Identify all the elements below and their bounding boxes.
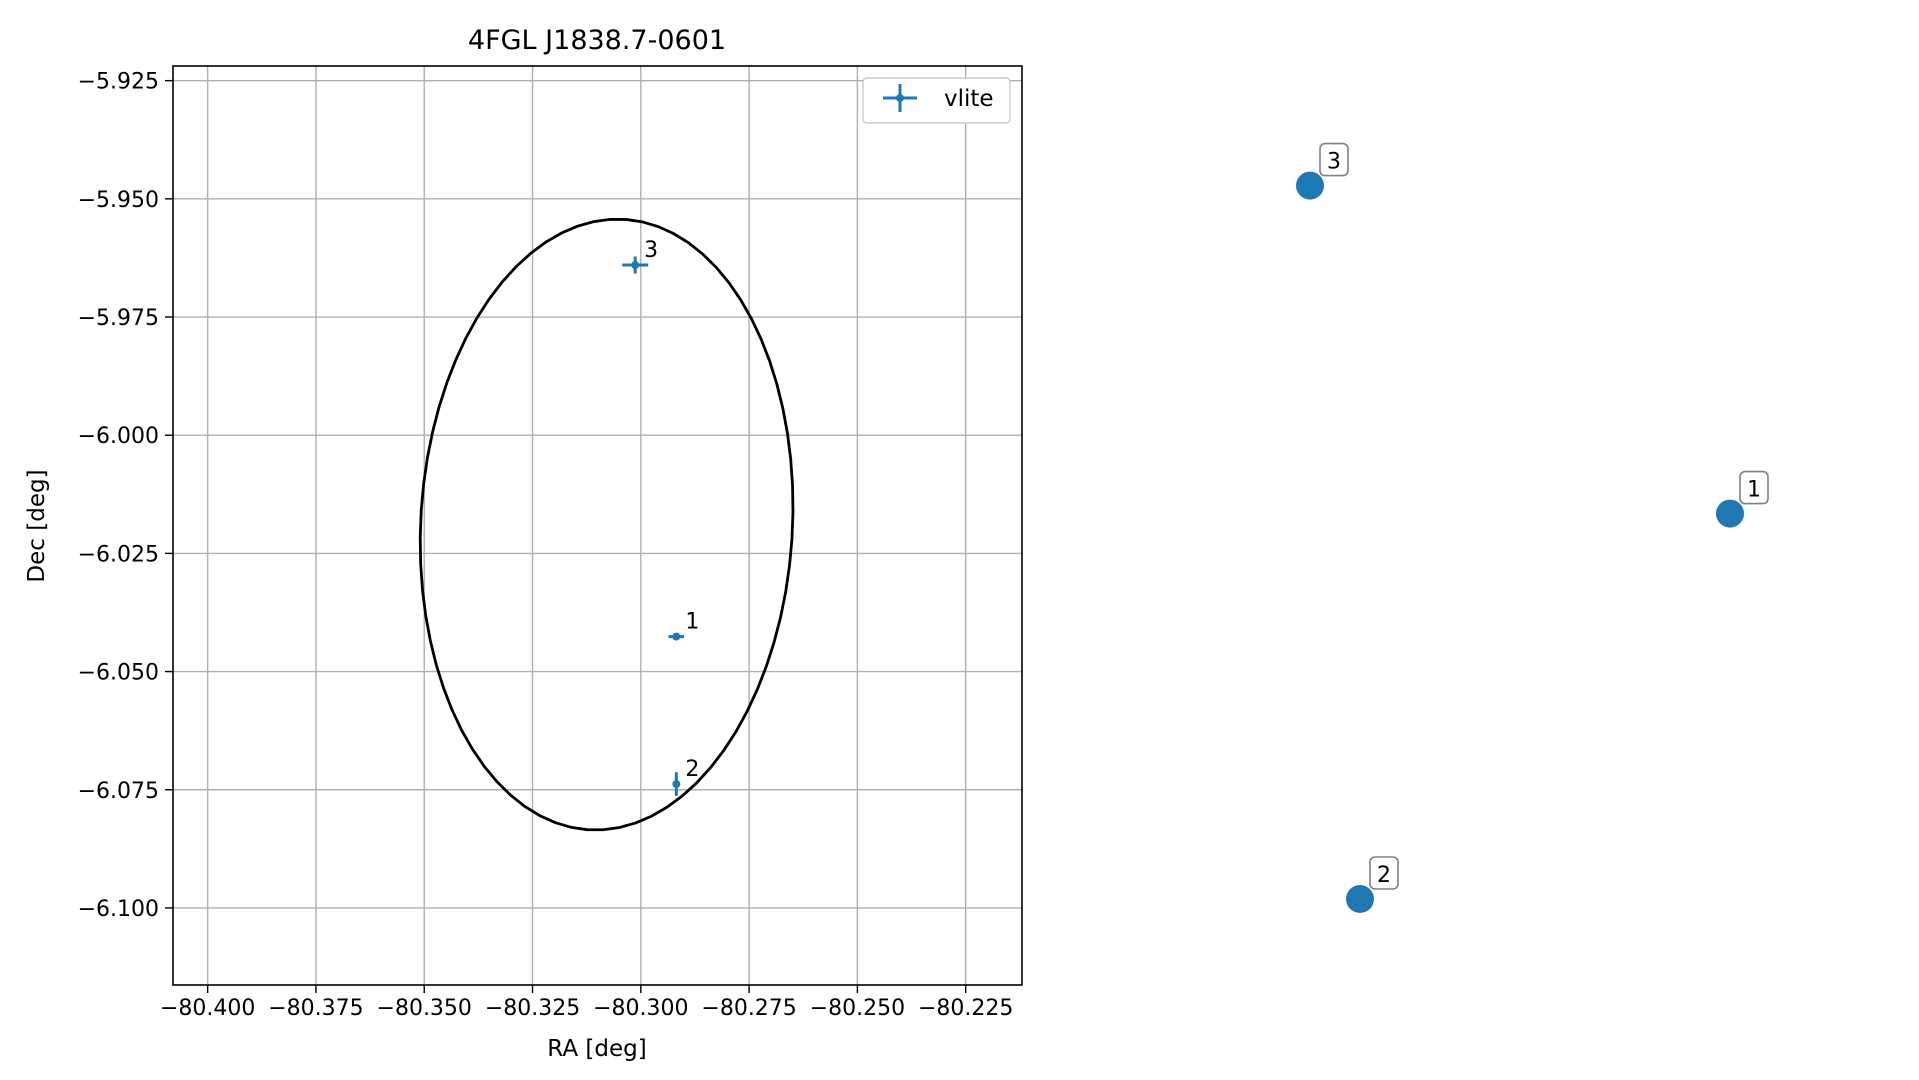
data-points: 1 2 3 <box>622 238 699 796</box>
legend-label-vlite: vlite <box>944 86 994 112</box>
side-panel-markers: 1 2 3 <box>1296 142 1769 913</box>
x-tick-label: −80.275 <box>701 996 796 1021</box>
side-label-2: 2 <box>1377 863 1391 888</box>
localization-ellipse <box>418 217 795 832</box>
point-1-label: 1 <box>685 610 699 635</box>
y-axis-ticks: −5.925 −5.950 −5.975 −6.000 −6.025 −6.050 −6.0… <box>78 70 173 922</box>
main-plot: 123 −80.400 −80.375 −80.350 −80.325 −80.300−… <box>24 25 1023 1062</box>
x-tick-label: −80.350 <box>377 996 472 1021</box>
x-tick-label: −80.250 <box>810 996 905 1021</box>
point-3-marker <box>631 261 640 270</box>
x-tick-label: −80.400 <box>160 996 255 1021</box>
side-label-3: 3 <box>1327 150 1341 175</box>
side-marker-3 <box>1296 171 1324 200</box>
x-axis-ticks: −80.400 −80.375 −80.350 −80.325 −80.300 −80.2… <box>160 985 1013 1021</box>
legend: vlite <box>862 77 1011 124</box>
x-axis-label: RA [deg] <box>547 1036 646 1062</box>
plot-frame <box>172 65 1023 986</box>
y-tick-label: −5.950 <box>78 188 159 213</box>
side-label-box-3 <box>1319 142 1349 177</box>
y-axis-label: Dec [deg] <box>24 469 50 582</box>
y-tick-label: −6.050 <box>78 661 159 686</box>
y-tick-label: −6.100 <box>78 897 159 922</box>
y-tick-label: −6.025 <box>78 542 159 567</box>
legend-marker-dot <box>896 94 904 102</box>
chart-title: 4FGL J1838.7-0601 <box>468 25 726 56</box>
side-label-1: 1 <box>1747 478 1761 503</box>
grid-lines <box>173 66 1022 985</box>
y-tick-label: −6.000 <box>78 424 159 449</box>
y-tick-label: −5.975 <box>78 306 159 331</box>
x-tick-label: −80.375 <box>268 996 363 1021</box>
y-tick-label: −6.075 <box>78 779 159 804</box>
point-1-marker <box>672 632 681 641</box>
y-tick-label: −5.925 <box>78 70 159 95</box>
x-tick-label: −80.300 <box>593 996 688 1021</box>
x-tick-label: −80.225 <box>918 996 1013 1021</box>
point-2-marker <box>672 780 681 789</box>
side-label-box-1 <box>1739 470 1769 505</box>
point-2-label: 2 <box>685 757 699 782</box>
side-label-box-2 <box>1369 856 1399 890</box>
side-marker-2 <box>1346 885 1374 913</box>
point-3-label: 3 <box>644 238 658 263</box>
side-marker-1 <box>1716 499 1744 528</box>
x-tick-label: −80.325 <box>485 996 580 1021</box>
